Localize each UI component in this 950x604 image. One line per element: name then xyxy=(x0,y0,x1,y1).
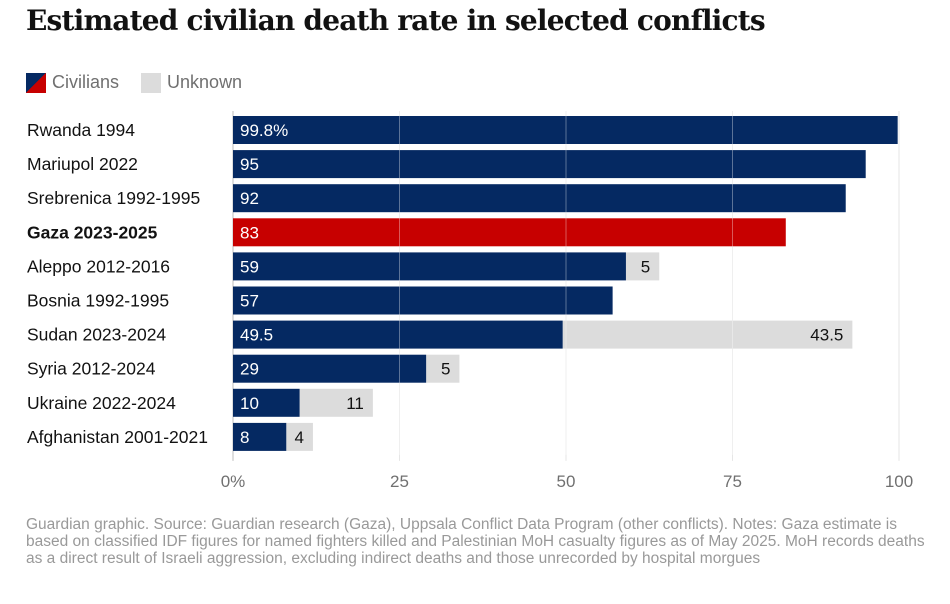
x-tick-label: 50 xyxy=(557,472,576,490)
data-label-civilians: 99.8% xyxy=(240,121,288,140)
category-label: Gaza 2023-2025 xyxy=(27,222,158,242)
data-label-civilians: 83 xyxy=(240,223,259,242)
data-label-civilians: 29 xyxy=(240,360,259,379)
bar-chart: Rwanda 1994 99.8% Mariupol 2022 95 Srebrenic… xyxy=(27,111,913,490)
data-label-civilians: 8 xyxy=(240,428,249,447)
category-label: Sudan 2023-2024 xyxy=(27,325,166,345)
category-label: Bosnia 1992-1995 xyxy=(27,291,169,311)
data-label-civilians: 95 xyxy=(240,155,259,174)
data-label-civilians: 92 xyxy=(240,189,259,208)
bar-civilians xyxy=(233,388,300,417)
bar-civilians xyxy=(233,252,626,281)
x-tick-label: 75 xyxy=(723,472,742,490)
bar-civilians xyxy=(233,184,846,213)
category-label: Aleppo 2012-2016 xyxy=(27,256,170,276)
data-label-unknown: 4 xyxy=(294,428,303,447)
legend-item-unknown: Unknown xyxy=(141,72,242,93)
legend-swatch-civilians xyxy=(26,72,46,93)
data-label-unknown: 5 xyxy=(641,257,650,276)
category-label: Ukraine 2022-2024 xyxy=(27,393,176,413)
bar-unknown xyxy=(426,354,460,383)
x-tick-label: 100 xyxy=(885,472,913,490)
chart-title: Estimated civilian death rate in selecte… xyxy=(26,4,766,37)
bar-civilians xyxy=(233,286,613,315)
bar-unknown xyxy=(286,422,313,451)
category-label: Afghanistan 2001-2021 xyxy=(27,427,208,447)
x-tick-label: 0% xyxy=(221,472,246,490)
data-label-unknown: 43.5 xyxy=(810,326,843,345)
bar-civilians xyxy=(233,354,427,383)
data-label-civilians: 49.5 xyxy=(240,326,273,345)
category-label: Rwanda 1994 xyxy=(27,120,135,140)
legend: Civilians Unknown xyxy=(26,72,264,93)
data-label-civilians: 59 xyxy=(240,257,259,276)
category-label: Syria 2012-2024 xyxy=(27,359,156,379)
bar-unknown xyxy=(299,388,373,417)
bar-unknown xyxy=(625,252,660,281)
data-label-unknown: 11 xyxy=(346,394,364,413)
bar-civilians xyxy=(233,218,786,247)
category-label: Srebrenica 1992-1995 xyxy=(27,188,200,208)
footnote: Guardian graphic. Source: Guardian resea… xyxy=(26,516,925,567)
bar-unknown xyxy=(562,320,853,349)
category-label: Mariupol 2022 xyxy=(27,154,138,174)
data-label-civilians: 10 xyxy=(240,394,259,413)
legend-item-civilians: Civilians xyxy=(26,72,119,93)
bar-civilians xyxy=(233,150,866,179)
bar-civilians xyxy=(233,320,563,349)
legend-label-civilians: Civilians xyxy=(52,72,120,92)
legend-label-unknown: Unknown xyxy=(167,72,243,92)
data-label-civilians: 57 xyxy=(240,292,259,311)
legend-swatch-unknown xyxy=(141,72,162,93)
data-label-unknown: 5 xyxy=(441,360,450,379)
bar-civilians xyxy=(233,422,287,451)
x-tick-label: 25 xyxy=(390,472,409,490)
bar-civilians xyxy=(233,116,898,144)
